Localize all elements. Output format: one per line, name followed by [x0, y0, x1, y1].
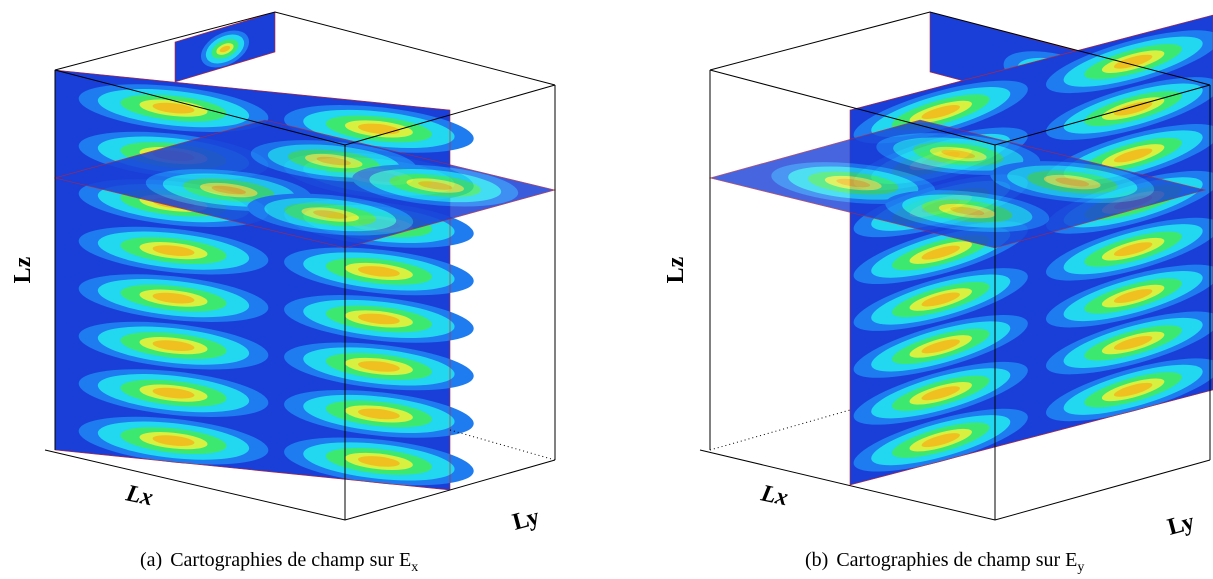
axis-label: Lx — [123, 480, 155, 511]
field-lobe — [1113, 335, 1153, 350]
field-lobe — [152, 340, 195, 351]
field-plane — [850, 13, 1213, 485]
caption: (a) Cartographies de champ sur Ex — [140, 549, 418, 575]
caption-label: (b) — [805, 549, 828, 571]
field-lobe — [1113, 242, 1153, 257]
caption-subscript: x — [411, 560, 418, 575]
plane-edge — [55, 120, 555, 248]
plane-edge — [850, 15, 1213, 485]
axis-label: Ly — [510, 504, 543, 536]
field-lobe — [1113, 54, 1153, 69]
field-lobe — [1113, 289, 1153, 304]
axis-label: Lz — [663, 256, 689, 283]
box-edge — [54, 11, 556, 86]
field-plane — [710, 120, 1205, 248]
plane-edge — [710, 120, 1205, 248]
box-edge — [699, 449, 1211, 521]
caption-text: Cartographies de champ sur E — [170, 549, 411, 571]
field-lobe — [836, 178, 871, 188]
axis-label: Lx — [758, 480, 790, 511]
field-lobe — [921, 433, 960, 448]
field-lobe — [418, 181, 453, 190]
caption-text: Cartographies de champ sur E — [836, 549, 1077, 571]
box-edge — [44, 449, 556, 521]
axis-label: Ly — [1165, 509, 1198, 541]
field-lobe — [152, 435, 195, 446]
box-a — [44, 11, 556, 521]
field-lobe — [219, 45, 231, 53]
field-lobe — [921, 245, 960, 260]
field-lobe — [921, 339, 960, 354]
caption-label: (a) — [140, 549, 162, 571]
field-lobe — [313, 210, 348, 219]
field-lobe — [152, 292, 195, 304]
field-lobe — [950, 206, 985, 216]
field-lobe — [1113, 382, 1153, 397]
field-lobe — [357, 361, 400, 372]
field-lobe — [152, 245, 195, 256]
field-plane — [175, 12, 275, 82]
field-lobe — [941, 149, 976, 159]
caption: (b) Cartographies de champ sur Ey — [805, 549, 1084, 575]
hidden-edge — [449, 429, 556, 461]
field-lobe — [316, 156, 351, 166]
field-lobe — [1113, 148, 1153, 163]
field-lobe — [1113, 101, 1153, 116]
field-lobe — [357, 456, 400, 467]
plane-base — [55, 120, 555, 248]
box-edge — [709, 11, 1211, 86]
caption-subscript: y — [1077, 560, 1084, 575]
field-lobe — [357, 123, 400, 135]
field-lobe — [152, 387, 195, 399]
field-lobe — [357, 266, 400, 277]
field-lobe — [921, 386, 960, 401]
field-lobe — [211, 185, 246, 195]
axis-label: Lz — [10, 256, 36, 283]
field-lobe — [1055, 177, 1090, 187]
field-lobe — [921, 292, 960, 307]
box-b — [699, 11, 1211, 521]
field-lobe — [921, 105, 960, 120]
hidden-edge — [709, 409, 851, 451]
plane-base — [710, 120, 1205, 248]
field-lobe — [152, 102, 195, 114]
plane-edge — [175, 12, 275, 82]
field-maps — [55, 12, 1213, 493]
field-lobe — [357, 408, 400, 420]
field-lobe — [357, 313, 400, 325]
